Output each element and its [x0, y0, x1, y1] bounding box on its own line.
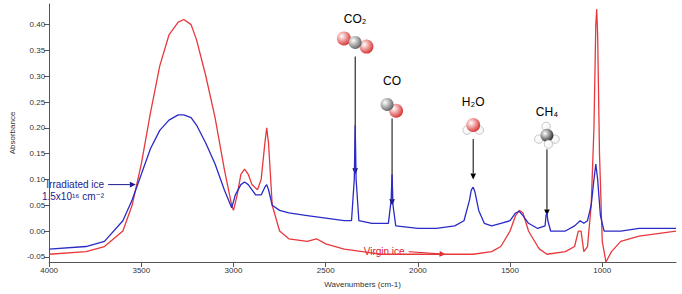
svg-text:4000: 4000: [40, 266, 58, 275]
svg-text:0.05: 0.05: [30, 201, 46, 210]
svg-text:CO: CO: [383, 74, 401, 88]
svg-text:1000: 1000: [593, 266, 611, 275]
svg-text:2500: 2500: [317, 266, 335, 275]
svg-text:0.15: 0.15: [30, 149, 46, 158]
svg-text:0.10: 0.10: [30, 175, 46, 184]
svg-text:Absorbance: Absorbance: [8, 111, 17, 154]
svg-text:0.30: 0.30: [30, 72, 46, 81]
svg-text:CO₂: CO₂: [344, 12, 367, 26]
svg-text:3500: 3500: [132, 266, 150, 275]
svg-text:0.00: 0.00: [30, 227, 46, 236]
svg-text:1500: 1500: [501, 266, 519, 275]
svg-text:Wavenumbers (cm-1): Wavenumbers (cm-1): [324, 280, 401, 289]
svg-text:1.5x10¹⁶ cm⁻²: 1.5x10¹⁶ cm⁻²: [42, 191, 105, 202]
svg-text:Irradiated ice: Irradiated ice: [46, 179, 104, 190]
svg-text:CH₄: CH₄: [536, 105, 558, 119]
svg-text:H₂O: H₂O: [462, 95, 485, 109]
svg-text:3000: 3000: [225, 266, 243, 275]
svg-text:-0.05: -0.05: [27, 252, 46, 261]
svg-text:0.25: 0.25: [30, 98, 46, 107]
svg-text:0.40: 0.40: [30, 20, 46, 29]
svg-text:0.35: 0.35: [30, 46, 46, 55]
svg-text:0.20: 0.20: [30, 123, 46, 132]
svg-text:Virgin ice: Virgin ice: [364, 246, 405, 257]
svg-text:2000: 2000: [409, 266, 427, 275]
